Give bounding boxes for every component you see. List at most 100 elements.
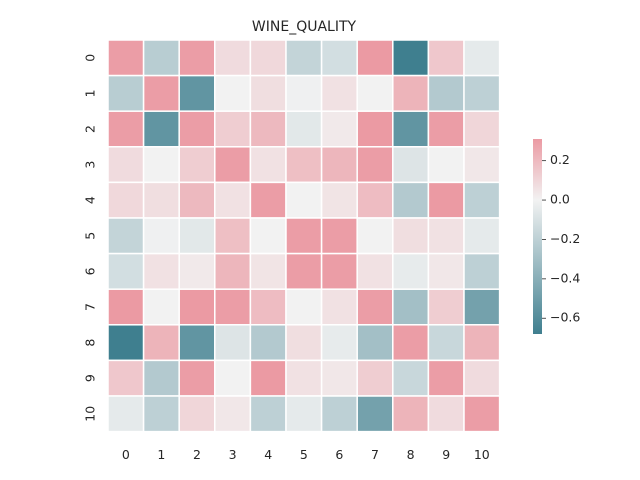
y-tick-label: 7 bbox=[83, 303, 98, 311]
heatmap-cell bbox=[320, 110, 358, 148]
heatmap-cell bbox=[392, 39, 430, 77]
heatmap-cell bbox=[107, 217, 145, 255]
heatmap-cell bbox=[392, 288, 430, 326]
colorbar-tick-label: −0.4 bbox=[550, 270, 580, 285]
heatmap-cell bbox=[392, 252, 430, 290]
heatmap-cell bbox=[356, 39, 394, 77]
colorbar-tick-label: 0.0 bbox=[550, 192, 570, 207]
heatmap-cell bbox=[427, 146, 465, 184]
heatmap-cell bbox=[214, 252, 252, 290]
heatmap-cell bbox=[107, 39, 145, 77]
heatmap-cell bbox=[214, 324, 252, 362]
heatmap-cell bbox=[463, 324, 501, 362]
y-tick-label: 10 bbox=[83, 406, 98, 422]
heatmap-cell bbox=[427, 181, 465, 219]
heatmap-cell bbox=[214, 359, 252, 397]
heatmap-cell bbox=[285, 395, 323, 433]
y-tick-label: 3 bbox=[83, 161, 98, 169]
heatmap-cell bbox=[285, 146, 323, 184]
heatmap-cell bbox=[107, 324, 145, 362]
heatmap-cell bbox=[249, 324, 287, 362]
heatmap-cell bbox=[142, 288, 180, 326]
y-tick-labels: 0 1 2 3 4 5 6 7 8 9 10 bbox=[83, 54, 98, 422]
colorbar-tick-label: 0.2 bbox=[550, 152, 570, 167]
heatmap-cell bbox=[285, 324, 323, 362]
heatmap-cell bbox=[214, 288, 252, 326]
heatmap-cell bbox=[463, 217, 501, 255]
heatmap-cell bbox=[178, 110, 216, 148]
heatmap-cell bbox=[142, 252, 180, 290]
heatmap-cell bbox=[392, 110, 430, 148]
heatmap-cell bbox=[463, 395, 501, 433]
heatmap-cell bbox=[142, 146, 180, 184]
heatmap-cell bbox=[427, 324, 465, 362]
heatmap-cell bbox=[320, 74, 358, 112]
heatmap-cell bbox=[214, 74, 252, 112]
heatmap-cell bbox=[178, 39, 216, 77]
heatmap-cell bbox=[356, 252, 394, 290]
heatmap-cell bbox=[392, 324, 430, 362]
heatmap-cell bbox=[249, 39, 287, 77]
heatmap-cell bbox=[142, 217, 180, 255]
heatmap-cell bbox=[392, 181, 430, 219]
x-tick-label: 0 bbox=[122, 447, 130, 462]
heatmap-cell bbox=[427, 39, 465, 77]
heatmap-cell bbox=[320, 39, 358, 77]
heatmap-cell bbox=[356, 217, 394, 255]
heatmap-cell bbox=[392, 395, 430, 433]
heatmap-cell bbox=[320, 359, 358, 397]
heatmap-cell bbox=[214, 217, 252, 255]
heatmap-cell bbox=[285, 110, 323, 148]
heatmap-cell bbox=[178, 217, 216, 255]
heatmap-cell bbox=[107, 146, 145, 184]
heatmap-cell bbox=[285, 217, 323, 255]
heatmap-cell bbox=[320, 146, 358, 184]
heatmap-cell bbox=[285, 39, 323, 77]
heatmap-cell bbox=[427, 395, 465, 433]
heatmap-cell bbox=[320, 288, 358, 326]
heatmap-cell bbox=[107, 288, 145, 326]
colorbar-gradient bbox=[533, 139, 542, 334]
heatmap-cell bbox=[178, 252, 216, 290]
colorbar-ticks: 0.2 0.0 −0.2 −0.4 −0.6 bbox=[542, 152, 580, 325]
heatmap-cell bbox=[178, 146, 216, 184]
colorbar-tick-label: −0.6 bbox=[550, 310, 580, 325]
y-tick-label: 2 bbox=[83, 125, 98, 133]
heatmap-cell bbox=[427, 110, 465, 148]
heatmap-cell bbox=[178, 181, 216, 219]
heatmap-cell bbox=[392, 74, 430, 112]
y-tick-label: 1 bbox=[83, 89, 98, 97]
chart-title: WINE_QUALITY bbox=[252, 19, 357, 35]
heatmap-cell bbox=[356, 146, 394, 184]
x-tick-label: 6 bbox=[335, 447, 343, 462]
heatmap-cell bbox=[285, 252, 323, 290]
heatmap-cell bbox=[107, 252, 145, 290]
heatmap-cell bbox=[320, 217, 358, 255]
x-tick-label: 8 bbox=[407, 447, 415, 462]
heatmap-cell bbox=[463, 359, 501, 397]
x-tick-label: 4 bbox=[264, 447, 272, 462]
heatmap-cell bbox=[107, 359, 145, 397]
y-tick-label: 8 bbox=[83, 339, 98, 347]
heatmap-cell bbox=[249, 110, 287, 148]
heatmap-cell bbox=[142, 324, 180, 362]
y-tick-label: 4 bbox=[83, 196, 98, 204]
heatmap-cell bbox=[178, 74, 216, 112]
heatmap-cell bbox=[249, 181, 287, 219]
heatmap-cell bbox=[356, 74, 394, 112]
heatmap-cell bbox=[463, 39, 501, 77]
heatmap-cell bbox=[356, 359, 394, 397]
heatmap-cell bbox=[249, 74, 287, 112]
heatmap-cell bbox=[107, 74, 145, 112]
x-tick-label: 9 bbox=[442, 447, 450, 462]
heatmap-cell bbox=[107, 395, 145, 433]
heatmap-cell bbox=[142, 110, 180, 148]
heatmap-cell bbox=[427, 288, 465, 326]
heatmap-cell bbox=[178, 395, 216, 433]
y-tick-label: 5 bbox=[83, 232, 98, 240]
heatmap-cell bbox=[463, 252, 501, 290]
heatmap-cell bbox=[214, 395, 252, 433]
heatmap-cell bbox=[285, 74, 323, 112]
colorbar-tick-label: −0.2 bbox=[550, 231, 580, 246]
heatmap-cell bbox=[214, 181, 252, 219]
